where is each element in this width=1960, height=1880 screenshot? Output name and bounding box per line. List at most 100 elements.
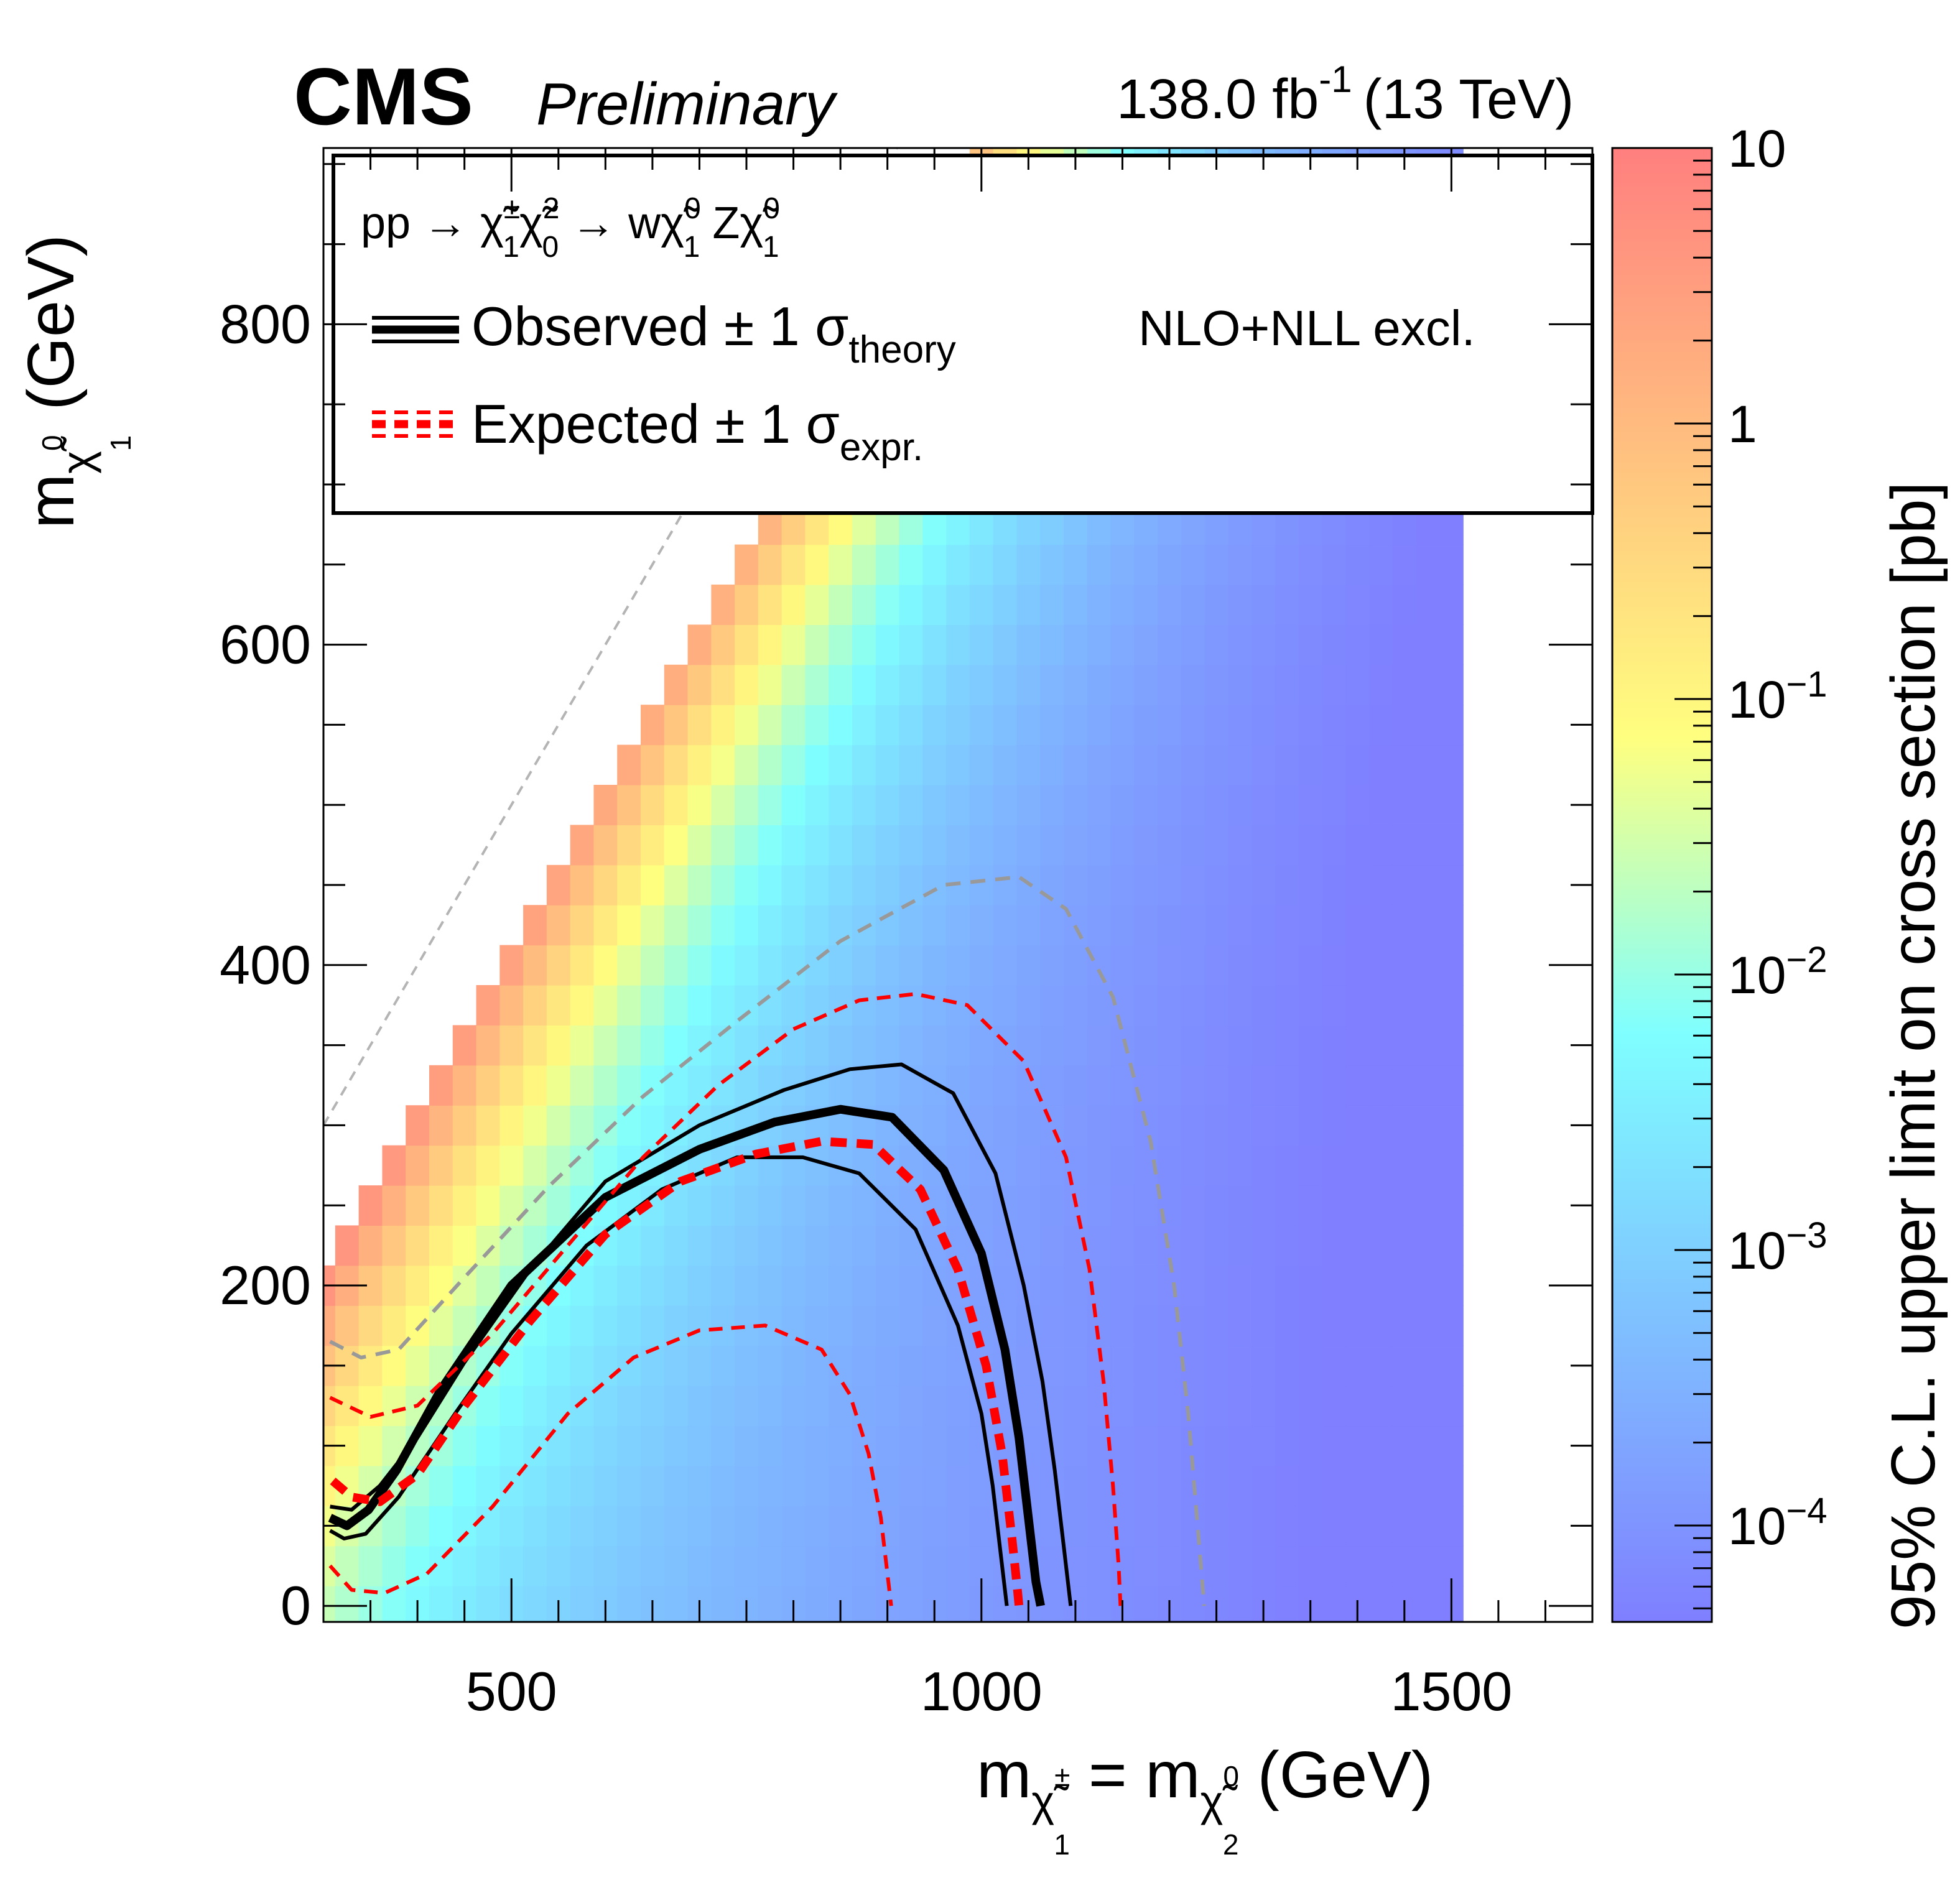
heatmap-cell	[1252, 1265, 1276, 1306]
heatmap-cell	[1252, 1225, 1276, 1266]
heatmap-cell	[1345, 1506, 1370, 1547]
heatmap-cell	[1392, 1065, 1417, 1106]
heatmap-cell	[1369, 1465, 1393, 1506]
heatmap-cell	[1110, 624, 1135, 665]
heatmap-cell	[1439, 945, 1464, 986]
heatmap-cell	[1110, 864, 1135, 905]
heatmap-cell	[570, 1065, 595, 1106]
heatmap-cell	[1016, 624, 1041, 665]
heatmap-cell	[452, 1185, 477, 1226]
heatmap-cell	[664, 1065, 689, 1106]
heatmap-cell	[1369, 985, 1393, 1026]
legend-observed: Observed ± 1 σtheory	[471, 295, 956, 371]
heatmap-cell	[1322, 825, 1346, 866]
heatmap-cell	[1110, 1265, 1135, 1306]
heatmap-cell	[758, 664, 783, 705]
heatmap-cell	[1392, 1345, 1417, 1386]
heatmap-cell	[1392, 825, 1417, 866]
process-neutralino2-sub: 0	[542, 231, 559, 264]
heatmap-cell	[1416, 1065, 1441, 1106]
heatmap-cell	[711, 985, 735, 1026]
heatmap-cell	[687, 744, 712, 785]
heatmap-cell	[875, 825, 900, 866]
heatmap-cell	[899, 1225, 923, 1266]
heatmap-cell	[711, 584, 735, 625]
heatmap-cell	[1181, 744, 1205, 785]
heatmap-cell	[1345, 825, 1370, 866]
heatmap-cell	[829, 1305, 853, 1346]
heatmap-cell	[922, 905, 947, 946]
heatmap-cell	[1016, 1225, 1041, 1266]
heatmap-cell	[523, 985, 547, 1026]
heatmap-cell	[1040, 744, 1064, 785]
process-pp: pp	[361, 198, 411, 248]
heatmap-cell	[1064, 1345, 1088, 1386]
heatmap-cell	[922, 1465, 947, 1506]
heatmap-cell	[1204, 1225, 1229, 1266]
heatmap-cell	[1416, 1465, 1441, 1506]
heatmap-cell	[335, 1386, 360, 1427]
heatmap-cell	[735, 825, 759, 866]
heatmap-cell	[946, 705, 970, 746]
heatmap-cell	[476, 1225, 500, 1266]
heatmap-cell	[452, 1105, 477, 1146]
heatmap-cell	[1252, 544, 1276, 585]
heatmap-cell	[358, 1185, 383, 1226]
heatmap-cell	[829, 1545, 853, 1586]
heatmap-cell	[429, 1105, 453, 1146]
heatmap-cell	[1016, 664, 1041, 705]
heatmap-cell	[993, 945, 1018, 986]
heatmap-cell	[1275, 825, 1299, 866]
heatmap-cell	[617, 1305, 641, 1346]
heatmap-cell	[758, 1345, 783, 1386]
heatmap-cell	[1392, 905, 1417, 946]
heatmap-cell	[899, 544, 923, 585]
heatmap-cell	[429, 1185, 453, 1226]
x-title-chargino-sup: ±	[1054, 1760, 1070, 1792]
heatmap-cell	[1298, 945, 1323, 986]
heatmap-cell	[829, 584, 853, 625]
heatmap-cell	[476, 1145, 500, 1186]
heatmap-cell	[1040, 905, 1064, 946]
heatmap-cell	[758, 985, 783, 1026]
heatmap-cell	[1016, 544, 1041, 585]
heatmap-cell	[1275, 1425, 1299, 1466]
heatmap-cell	[687, 825, 712, 866]
heatmap-cell	[946, 1425, 970, 1466]
heatmap-cell	[664, 1386, 689, 1427]
heatmap-cell	[711, 1425, 735, 1466]
heatmap-cell	[1016, 705, 1041, 746]
heatmap-cell	[1298, 905, 1323, 946]
y-title-unit: (GeV)	[14, 234, 88, 410]
heatmap-cell	[1392, 1265, 1417, 1306]
heatmap-cell	[523, 1586, 547, 1622]
heatmap-cell	[875, 1425, 900, 1466]
heatmap-cell	[852, 905, 876, 946]
heatmap-cell	[1064, 1265, 1088, 1306]
heatmap-cell	[593, 1386, 618, 1427]
heatmap-cell	[1158, 705, 1182, 746]
heatmap-cell	[946, 1386, 970, 1427]
contour-xsec-contour	[329, 875, 1206, 1606]
heatmap-cell	[1181, 544, 1205, 585]
heatmap-cell	[687, 985, 712, 1026]
heatmap-cell	[546, 1065, 571, 1106]
heatmap-cell	[1275, 544, 1299, 585]
heatmap-cell	[852, 1225, 876, 1266]
heatmap-cell	[1016, 584, 1041, 625]
heatmap-cell	[1040, 1105, 1064, 1146]
heatmap-cell	[805, 1305, 829, 1346]
heatmap-cell	[711, 1506, 735, 1547]
heatmap-cell	[805, 1345, 829, 1386]
heatmap-cell	[993, 744, 1018, 785]
heatmap-cell	[1110, 664, 1135, 705]
heatmap-cell	[1252, 784, 1276, 825]
heatmap-cell	[406, 1265, 430, 1306]
heatmap-cell	[711, 945, 735, 986]
heatmap-cell	[499, 1225, 524, 1266]
heatmap-cell	[711, 905, 735, 946]
heatmap-cell	[1228, 945, 1252, 986]
heatmap-cell	[1252, 985, 1276, 1026]
contour-observed-down	[329, 1155, 1009, 1606]
heatmap-cell	[1298, 1185, 1323, 1226]
